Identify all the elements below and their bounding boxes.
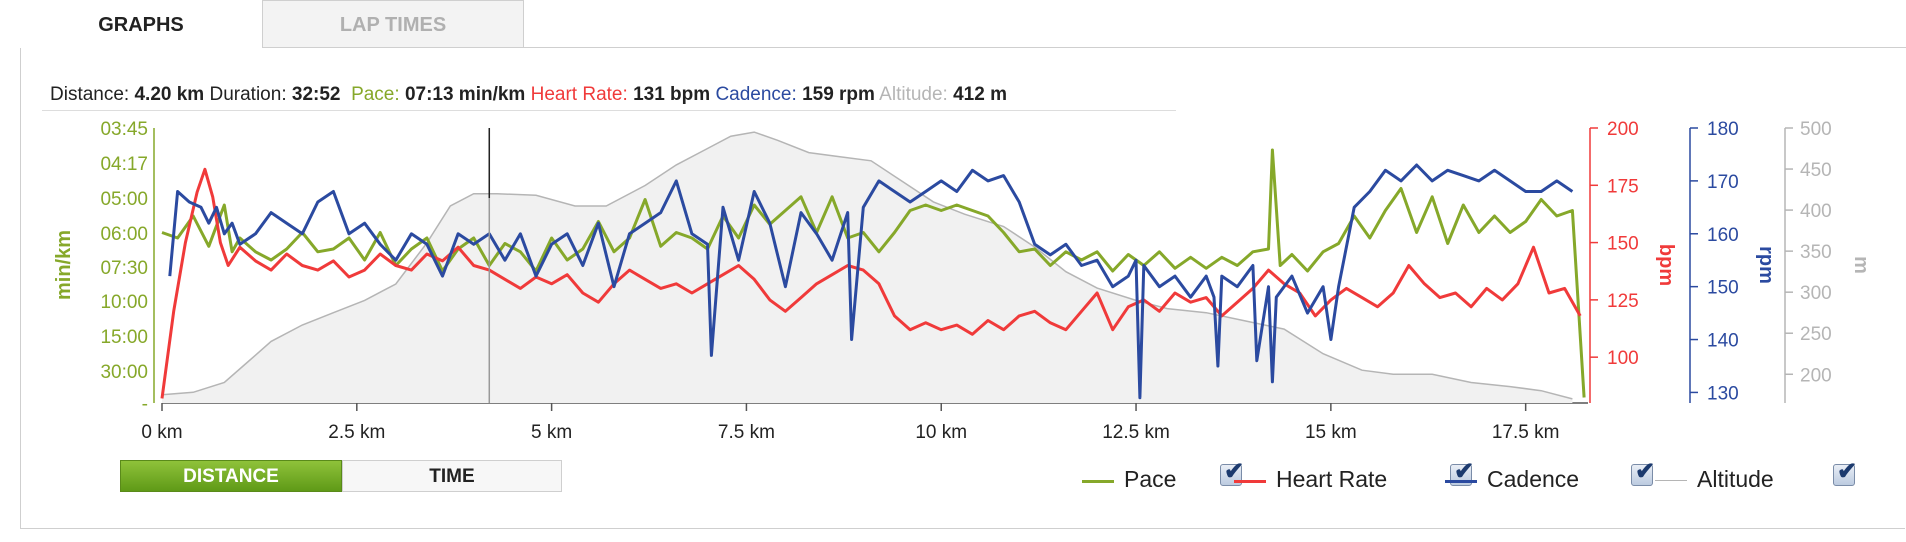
altitude-tick-label: 450 bbox=[1800, 160, 1832, 181]
x-tick-label: 15 km bbox=[1305, 422, 1357, 443]
duration-label: Duration: bbox=[209, 84, 287, 105]
legend-swatch-pace bbox=[1082, 480, 1114, 483]
distance-value: 4.20 km bbox=[134, 84, 205, 105]
legend-swatch-cadence bbox=[1445, 480, 1477, 483]
tab-graphs[interactable]: GRAPHS bbox=[20, 0, 262, 48]
x-tick-label: 2.5 km bbox=[328, 422, 385, 443]
legend-swatch-hr bbox=[1234, 480, 1266, 483]
cadence-tick-label: 160 bbox=[1707, 225, 1739, 246]
legend-label-hr: Heart Rate bbox=[1276, 466, 1388, 492]
cadence-axis-title: rpm bbox=[1755, 246, 1777, 284]
hr-tick-label: 125 bbox=[1607, 291, 1639, 312]
altitude-label: Altitude: bbox=[879, 84, 948, 105]
x-tick-label: 10 km bbox=[915, 422, 967, 443]
altitude-tick-label: 350 bbox=[1800, 242, 1832, 263]
cadence-series-line bbox=[168, 163, 1574, 400]
pace-tick-label: 15:00 bbox=[100, 327, 148, 348]
cadence-tick-label: 170 bbox=[1707, 172, 1739, 193]
legend-swatch-altitude bbox=[1655, 480, 1687, 481]
altitude-tick-label: 500 bbox=[1800, 119, 1832, 140]
activity-chart[interactable]: 0 km 2.5 km 5 km 7.5 km 10 km 12.5 km 15 km 17.… bbox=[0, 0, 1906, 460]
legend-label-pace: Pace bbox=[1124, 466, 1177, 492]
x-tick-label: 12.5 km bbox=[1102, 422, 1170, 443]
graph-panel bbox=[20, 47, 1905, 529]
checkmark-icon: ✔ bbox=[1837, 458, 1858, 485]
altitude-series-line bbox=[161, 131, 1573, 400]
distance-label: Distance: bbox=[50, 84, 130, 105]
altitude-tick-label: 300 bbox=[1800, 283, 1832, 304]
hr-tick-label: 100 bbox=[1607, 348, 1639, 369]
tab-lap-times[interactable]: LAP TIMES bbox=[262, 0, 524, 48]
cadence-tick-label: 150 bbox=[1707, 278, 1739, 299]
pace-tick-label: 30:00 bbox=[100, 362, 148, 383]
checkmark-icon: ✔ bbox=[1454, 458, 1475, 485]
time-toggle-button[interactable]: TIME bbox=[342, 460, 562, 492]
tab-bar-divider bbox=[20, 47, 1906, 48]
stats-summary: Distance: 4.20 km Duration: 32:52 Pace: … bbox=[50, 84, 1007, 106]
hr-tick-label: 150 bbox=[1607, 234, 1639, 255]
cadence-label: Cadence: bbox=[715, 84, 797, 105]
hr-tick-label: 200 bbox=[1607, 119, 1639, 140]
checkmark-icon: ✔ bbox=[1224, 458, 1245, 485]
heart-rate-label: Heart Rate: bbox=[530, 84, 628, 105]
x-tick-label: 5 km bbox=[531, 422, 572, 443]
cadence-tick-label: 180 bbox=[1707, 119, 1739, 140]
x-tick-label: 17.5 km bbox=[1492, 422, 1560, 443]
pace-axis-title: min/km bbox=[53, 230, 75, 300]
pace-tick-label: 06:00 bbox=[100, 224, 148, 245]
x-tick-label: 0 km bbox=[141, 422, 182, 443]
pace-label: Pace: bbox=[351, 84, 400, 105]
pace-tick-label: 04:17 bbox=[100, 154, 148, 175]
pace-tick-label: - bbox=[142, 394, 148, 415]
cadence-tick-label: 140 bbox=[1707, 331, 1739, 352]
cadence-value: 159 rpm bbox=[802, 84, 875, 105]
pace-tick-label: 03:45 bbox=[100, 119, 148, 140]
heart-rate-value: 131 bpm bbox=[633, 84, 711, 105]
altitude-tick-label: 250 bbox=[1800, 324, 1832, 345]
x-tick-label: 7.5 km bbox=[718, 422, 775, 443]
pace-value: 07:13 min/km bbox=[404, 84, 526, 105]
legend-label-altitude: Altitude bbox=[1697, 466, 1774, 492]
altitude-value: 412 m bbox=[953, 84, 1007, 105]
pace-tick-label: 05:00 bbox=[100, 189, 148, 210]
tab-bar: GRAPHS LAP TIMES bbox=[20, 0, 1906, 48]
altitude-tick-label: 200 bbox=[1800, 365, 1832, 386]
altitude-tick-label: 400 bbox=[1800, 201, 1832, 222]
pace-tick-label: 10:00 bbox=[100, 292, 148, 313]
checkmark-icon: ✔ bbox=[1635, 458, 1656, 485]
duration-value: 32:52 bbox=[291, 84, 341, 105]
legend-label-cadence: Cadence bbox=[1487, 466, 1580, 492]
cadence-tick-label: 130 bbox=[1707, 383, 1739, 404]
distance-toggle-button[interactable]: DISTANCE bbox=[120, 460, 342, 492]
altitude-axis-title: m bbox=[1850, 256, 1872, 274]
altitude-area bbox=[162, 132, 1573, 403]
legend-checkbox-altitude[interactable]: ✔ bbox=[1833, 458, 1857, 486]
hr-tick-label: 175 bbox=[1607, 176, 1639, 197]
pace-tick-label: 07:30 bbox=[100, 258, 148, 279]
stats-divider bbox=[42, 110, 1176, 111]
hr-axis-title: bpm bbox=[1655, 244, 1677, 286]
legend-checkbox-cadence[interactable]: ✔ bbox=[1631, 458, 1655, 486]
